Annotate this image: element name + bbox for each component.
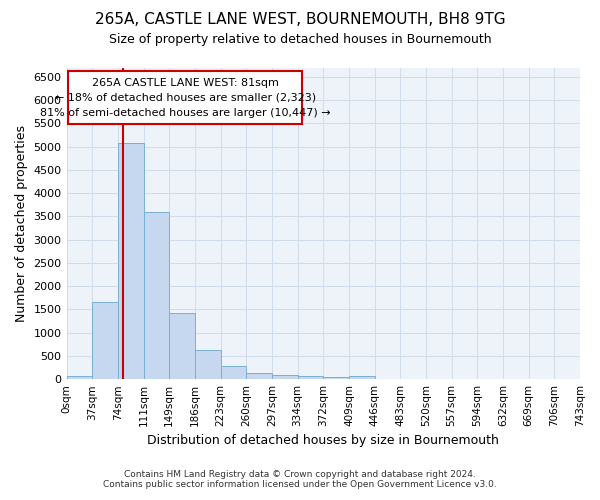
Bar [143, 212, 169, 379]
Bar [67, 376, 92, 379]
Bar [169, 313, 195, 379]
Text: ← 18% of detached houses are smaller (2,323): ← 18% of detached houses are smaller (2,… [55, 92, 316, 102]
X-axis label: Distribution of detached houses by size in Bournemouth: Distribution of detached houses by size … [148, 434, 499, 448]
Bar [349, 376, 374, 379]
Bar [272, 374, 298, 379]
Text: 265A CASTLE LANE WEST: 81sqm: 265A CASTLE LANE WEST: 81sqm [92, 78, 278, 88]
Bar [195, 350, 221, 379]
Text: 81% of semi-detached houses are larger (10,447) →: 81% of semi-detached houses are larger (… [40, 108, 331, 118]
Text: 265A, CASTLE LANE WEST, BOURNEMOUTH, BH8 9TG: 265A, CASTLE LANE WEST, BOURNEMOUTH, BH8… [95, 12, 505, 28]
Bar [323, 377, 349, 379]
Y-axis label: Number of detached properties: Number of detached properties [15, 125, 28, 322]
Text: Size of property relative to detached houses in Bournemouth: Size of property relative to detached ho… [109, 32, 491, 46]
Bar [92, 302, 118, 379]
Text: Contains HM Land Registry data © Crown copyright and database right 2024.
Contai: Contains HM Land Registry data © Crown c… [103, 470, 497, 489]
FancyBboxPatch shape [68, 71, 302, 124]
Bar [298, 376, 323, 379]
Bar [221, 366, 246, 379]
Bar [246, 372, 272, 379]
Bar [118, 144, 143, 379]
